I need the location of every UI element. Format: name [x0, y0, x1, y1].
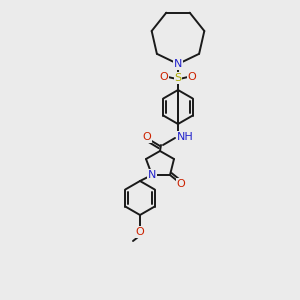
- Text: S: S: [174, 73, 182, 83]
- Text: N: N: [174, 59, 182, 69]
- Text: O: O: [136, 227, 144, 237]
- Text: O: O: [160, 72, 168, 82]
- Text: N: N: [148, 170, 156, 180]
- Text: NH: NH: [177, 132, 194, 142]
- Text: O: O: [142, 132, 152, 142]
- Text: O: O: [188, 72, 196, 82]
- Text: O: O: [177, 179, 185, 189]
